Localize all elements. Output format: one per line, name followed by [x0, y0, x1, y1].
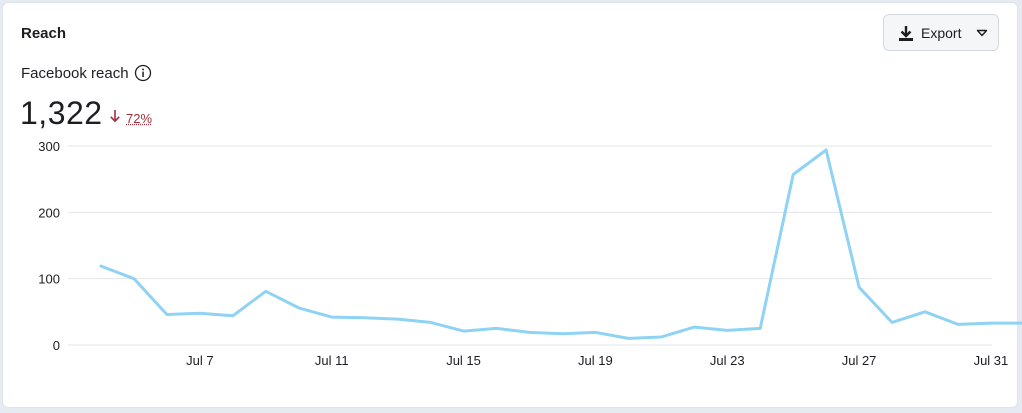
x-tick-label: Jul 15 — [446, 353, 481, 368]
x-tick-label: Jul 7 — [186, 353, 213, 368]
y-tick-label: 0 — [53, 338, 60, 353]
panel-title: Reach — [21, 25, 67, 42]
download-icon — [899, 26, 913, 41]
chevron-down-icon — [976, 29, 988, 37]
reach-card: Reach Export Facebook reach 1,322 72% — [2, 2, 1018, 408]
x-tick-label: Jul 11 — [315, 353, 349, 368]
x-tick-label: Jul 27 — [842, 353, 877, 368]
x-tick-label: Jul 19 — [578, 353, 613, 368]
metric-value: 1,322 — [20, 95, 103, 131]
metric-label: Facebook reach — [21, 65, 129, 82]
x-tick-label: Jul 23 — [710, 353, 745, 368]
info-icon[interactable] — [134, 64, 152, 82]
export-button[interactable]: Export — [883, 14, 999, 51]
arrow-down-icon — [110, 110, 120, 123]
delta-value[interactable]: 72% — [126, 111, 153, 126]
y-tick-label: 300 — [38, 139, 60, 154]
y-tick-label: 200 — [38, 205, 60, 220]
export-label: Export — [921, 25, 962, 41]
x-tick-label: Jul 31 — [974, 353, 1009, 368]
y-tick-label: 100 — [38, 272, 60, 287]
series-line[interactable] — [99, 148, 1022, 340]
